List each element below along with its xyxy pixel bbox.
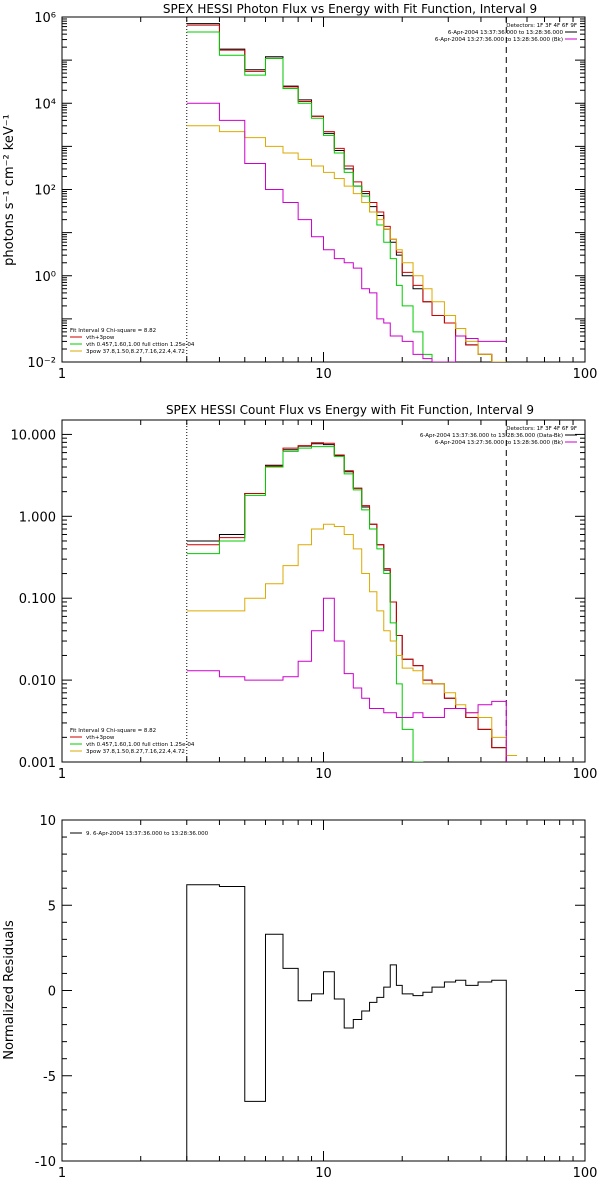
series-line-4 — [186, 597, 507, 762]
series-line-0 — [186, 884, 507, 1161]
count-flux-panel: SPEX HESSI Count Flux vs Energy with Fit… — [11, 403, 598, 782]
series-line-2 — [186, 446, 424, 762]
panel-title: SPEX HESSI Count Flux vs Energy with Fit… — [166, 403, 534, 417]
legend-entry: 9. 6-Apr-2004 13:37:36.000 to 13:28:36.0… — [86, 831, 209, 837]
x-tick-label: 10 — [315, 1166, 332, 1181]
series-line-3 — [186, 125, 507, 362]
legend-entry: vth 0.457,1.60,1.00 full cttion 1.25e-04 — [86, 342, 195, 348]
y-axis-label: photons s⁻¹ cm⁻² keV⁻¹ — [2, 114, 17, 266]
y-tick-label: 10⁴ — [34, 97, 56, 112]
legend-entry: vth+3pow — [86, 335, 115, 341]
series-line-2 — [186, 31, 445, 362]
legend-header: Detectors: 1F 3F 4F 6F 9F — [506, 426, 577, 432]
series-group — [186, 23, 507, 362]
legend-entry: vth+3pow — [86, 735, 115, 741]
series-line-3 — [186, 523, 518, 757]
x-tick-label: 1 — [58, 1166, 66, 1181]
y-tick-label: -10 — [35, 1155, 56, 1170]
y-tick-label: 10⁻² — [27, 356, 56, 371]
x-tick-label: 100 — [573, 367, 598, 382]
x-tick-label: 100 — [573, 1166, 598, 1181]
legend-entry: 6-Apr-2004 13:37:36.000 to 13:28:36.000 — [448, 30, 564, 36]
legend-header: Detectors: 1F 3F 4F 6F 9F — [506, 23, 577, 29]
legend-header: Fit Interval 9 Chi-square = 8.82 — [70, 728, 156, 734]
panel-title: SPEX HESSI Photon Flux vs Energy with Fi… — [163, 2, 537, 16]
y-axis-label: Normalized Residuals — [2, 920, 17, 1060]
legend-entry: 6-Apr-2004 13:27:36.000 to 13:28:36.000 … — [435, 37, 563, 43]
x-tick-label: 10 — [315, 367, 332, 382]
y-tick-label: 0 — [48, 985, 56, 1000]
legend-header: Fit Interval 9 Chi-square = 8.82 — [70, 328, 156, 334]
y-tick-label: 5 — [48, 899, 56, 914]
y-tick-label: 0.100 — [19, 592, 56, 607]
y-tick-label: 0.001 — [19, 756, 56, 771]
legend-entry: vth 0.457,1.60,1.00 full cttion 1.25e-04 — [86, 742, 195, 748]
y-tick-label: 0.010 — [19, 674, 56, 689]
y-tick-label: 10² — [34, 184, 56, 199]
y-tick-label: 10.000 — [11, 428, 57, 443]
legend-entry: 3pow 37.8,1.50,8.27,7.16,22.4,4.72 — [86, 749, 185, 755]
series-line-1 — [186, 24, 507, 362]
series-line-0 — [186, 23, 507, 362]
legend-entry: 6-Apr-2004 13:37:36.000 to 13:28:36.000 … — [420, 433, 563, 439]
y-tick-label: -5 — [43, 1070, 56, 1085]
series-group — [186, 884, 507, 1161]
y-tick-label: 10⁰ — [34, 270, 56, 285]
series-line-1 — [186, 442, 507, 762]
x-tick-label: 1 — [58, 767, 66, 782]
y-tick-label: 1.000 — [19, 510, 56, 525]
x-tick-label: 10 — [315, 767, 332, 782]
x-tick-label: 1 — [58, 367, 66, 382]
series-line-4 — [186, 102, 507, 362]
series-group — [186, 442, 518, 762]
legend-entry: 6-Apr-2004 13:27:36.000 to 13:28:36.000 … — [435, 440, 563, 446]
legend-entry: 3pow 37.8,1.50,8.27,7.16,22.4,4.72 — [86, 349, 185, 355]
residuals-panel: Normalized Residuals 1 10 100 -10 -5 0 5 10 9. 6… — [2, 814, 597, 1181]
y-tick-label: 10⁶ — [34, 11, 56, 26]
x-tick-label: 100 — [573, 767, 598, 782]
y-tick-label: 10 — [39, 814, 56, 829]
series-line-0 — [186, 443, 507, 762]
photon-flux-panel: SPEX HESSI Photon Flux vs Energy with Fi… — [2, 2, 597, 382]
